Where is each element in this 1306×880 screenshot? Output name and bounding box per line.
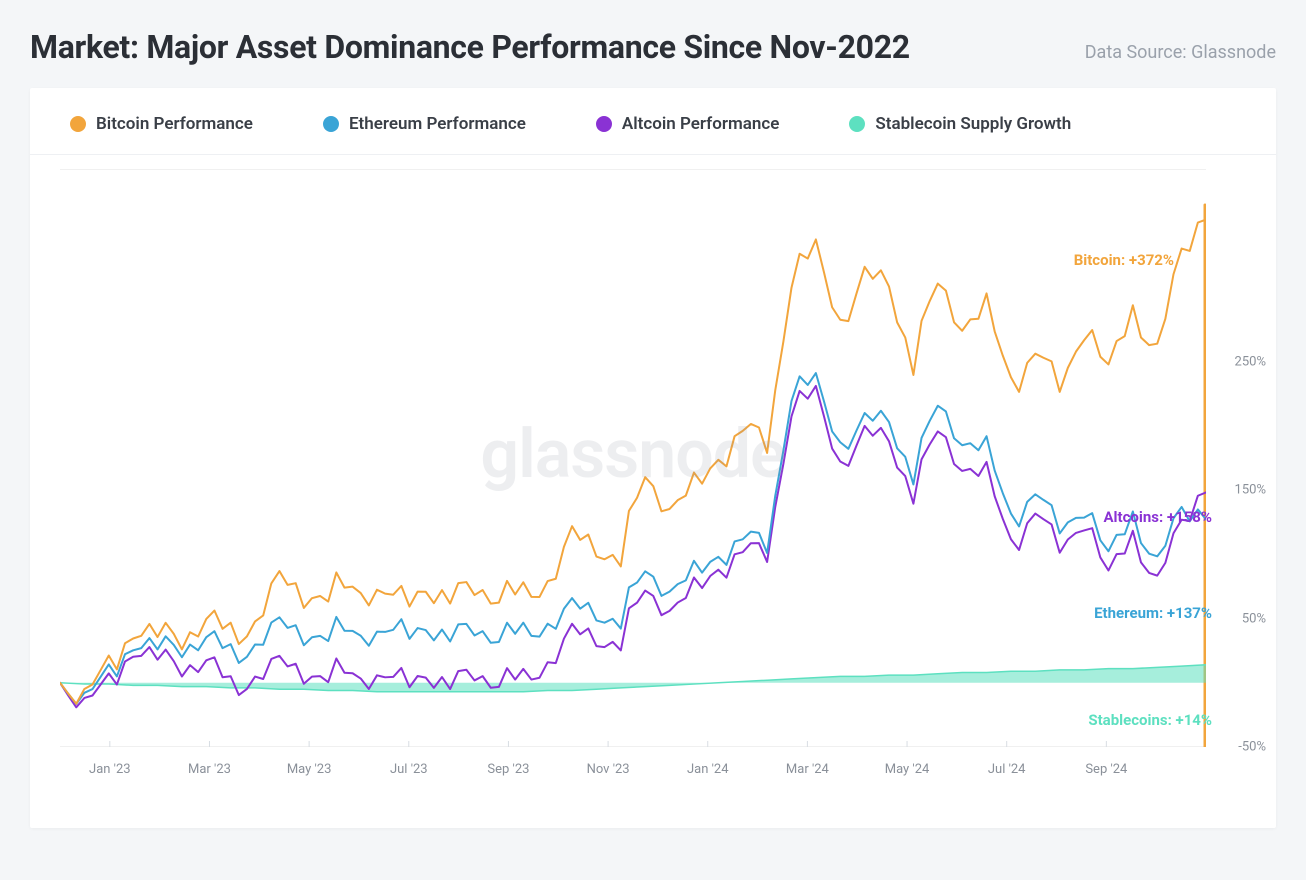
y-tick-label: 250% <box>1235 354 1266 369</box>
series-end-label-altcoin: Altcoins: +158% <box>1103 508 1212 526</box>
x-tick-label: Mar '24 <box>786 762 829 777</box>
series-end-label-ethereum: Ethereum: +137% <box>1094 604 1212 622</box>
legend-item-altcoin: Altcoin Performance <box>596 114 780 134</box>
x-tick-label: May '24 <box>885 762 930 777</box>
x-tick-label: May '23 <box>287 762 332 777</box>
legend-label: Altcoin Performance <box>622 114 780 134</box>
y-tick-label: -50% <box>1238 740 1266 755</box>
swatch-icon <box>70 116 86 132</box>
legend-item-stablecoin: Stablecoin Supply Growth <box>849 114 1071 134</box>
plot-area: glassnode -50%50%150%250%Jan '23Mar '23M… <box>30 155 1276 795</box>
x-tick-label: Mar '23 <box>188 762 231 777</box>
y-tick-label: 50% <box>1242 611 1266 626</box>
legend-label: Bitcoin Performance <box>96 114 253 134</box>
x-tick-label: Jan '23 <box>89 762 131 777</box>
y-tick-label: 150% <box>1235 483 1266 498</box>
page-title: Market: Major Asset Dominance Performanc… <box>30 28 910 66</box>
series-end-label-stablecoin: Stablecoins: +14% <box>1088 711 1212 729</box>
x-tick-label: Jul '24 <box>988 762 1026 777</box>
legend-label: Stablecoin Supply Growth <box>875 114 1071 134</box>
x-tick-label: Sep '24 <box>1085 762 1127 777</box>
x-tick-label: Sep '23 <box>487 762 529 777</box>
x-tick-label: Jan '24 <box>687 762 729 777</box>
swatch-icon <box>849 116 865 132</box>
legend-item-bitcoin: Bitcoin Performance <box>70 114 253 134</box>
legend: Bitcoin Performance Ethereum Performance… <box>30 88 1276 155</box>
header: Market: Major Asset Dominance Performanc… <box>30 28 1276 66</box>
line-chart <box>60 169 1206 747</box>
swatch-icon <box>596 116 612 132</box>
x-tick-label: Nov '23 <box>587 762 630 777</box>
swatch-icon <box>323 116 339 132</box>
legend-label: Ethereum Performance <box>349 114 526 134</box>
x-tick-label: Jul '23 <box>390 762 428 777</box>
data-source: Data Source: Glassnode <box>1085 42 1276 63</box>
series-end-label-bitcoin: Bitcoin: +372% <box>1074 251 1174 269</box>
legend-item-ethereum: Ethereum Performance <box>323 114 526 134</box>
chart-card: Bitcoin Performance Ethereum Performance… <box>30 88 1276 828</box>
